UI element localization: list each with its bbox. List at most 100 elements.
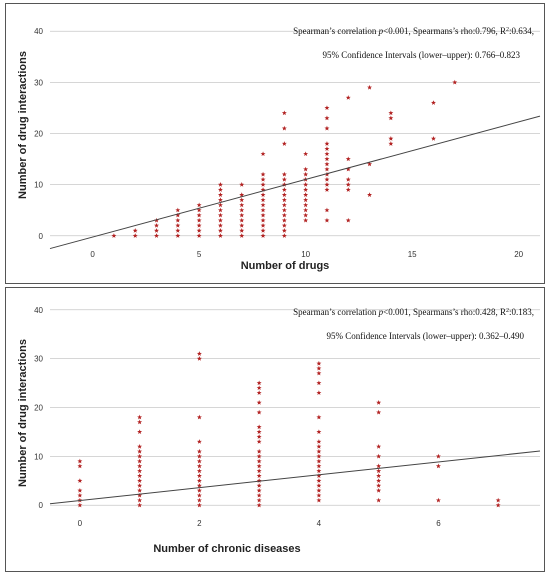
data-point [217,192,223,197]
annotation-line-2: 95% Confidence Intervals (lower–upper): … [327,331,525,341]
data-point [217,182,223,187]
data-point [324,156,330,162]
data-point [196,228,202,233]
data-point [137,468,143,474]
data-point [316,458,322,464]
data-point [303,151,309,157]
data-point [303,197,309,203]
data-point [196,448,202,454]
data-point [239,233,245,238]
data-point [316,448,322,454]
data-point [324,166,330,172]
data-point [281,222,287,228]
data-point [256,478,262,483]
x-tick-labels: 0 5 10 15 20 [90,250,523,259]
data-point [196,222,202,228]
data-point [137,502,143,508]
data-point [256,453,262,459]
data-point [324,141,330,146]
data-point [495,497,501,503]
data-point [388,141,394,146]
data-point [137,483,143,488]
data-point [303,217,309,223]
x-tick-label: 4 [317,519,322,528]
y-tick-label: 0 [39,232,44,241]
data-point [324,115,330,121]
data-point [316,483,322,488]
data-point [154,222,159,228]
y-tick-label: 40 [34,27,43,36]
data-point [324,182,330,187]
data-point [196,414,202,420]
data-point [137,448,143,454]
data-point [316,414,322,420]
x-axis-label: Number of drugs [241,260,330,272]
data-point [196,439,202,444]
data-point [316,380,322,386]
data-point [256,487,262,493]
data-point [281,171,287,177]
data-point [281,187,287,192]
data-point [256,463,262,469]
data-point [217,217,223,223]
data-point [196,233,202,238]
data-point [367,84,373,90]
data-point [376,483,382,488]
data-point [239,197,245,203]
data-point [281,212,287,218]
data-point [376,400,382,405]
data-point [137,497,143,503]
data-point [324,146,330,151]
data-point [196,356,202,361]
data-point [260,233,266,238]
data-point [256,385,262,391]
data-point [239,207,245,213]
data-point [256,409,262,415]
data-point [217,222,223,228]
data-point [435,497,441,503]
scatter-plot-drugs: 0 10 20 30 40 0 5 10 15 20 Spearman’s correlatio… [17,26,541,272]
data-point [137,453,143,459]
annotation-line-1: Spearman’s correlation p<0.001, Spearman… [293,26,534,36]
x-tick-label: 10 [301,250,310,259]
data-point [256,468,262,474]
y-tick-label: 10 [34,452,43,461]
data-point [217,197,223,203]
scatter-plot-chronic-diseases: 0 10 20 30 40 0 2 4 6 Spearman’s correlation p<… [17,306,541,555]
data-point [217,187,223,192]
data-point [260,182,266,187]
data-point [256,502,262,508]
data-point [77,463,83,469]
data-point [196,351,202,356]
data-point [260,197,266,203]
data-point [260,207,266,213]
data-point [239,202,245,208]
data-point [239,228,245,233]
data-point [376,487,382,493]
data-point [256,380,262,386]
data-point [77,478,83,483]
data-point [137,458,143,464]
data-point [217,202,223,208]
data-point [137,414,143,420]
data-point [137,429,143,435]
data-point [175,222,181,228]
data-point [281,192,287,197]
data-point [316,370,322,376]
data-point [256,400,262,405]
data-point [435,453,441,459]
data-point [256,448,262,454]
data-point [256,483,262,488]
data-point [256,429,262,435]
data-point [435,463,441,469]
data-point [376,453,382,459]
data-point [281,233,287,238]
data-point [77,458,83,464]
data-point [324,105,330,111]
chart-panel-chronic-diseases: 0 10 20 30 40 0 2 4 6 Spearman’s correlation p<… [5,287,545,572]
data-point [256,497,262,503]
data-point [196,463,202,469]
x-axis-label: Number of chronic diseases [153,543,300,555]
annotation-line-1: Spearman’s correlation p<0.001, Spearman… [293,307,534,317]
data-point [281,176,287,182]
